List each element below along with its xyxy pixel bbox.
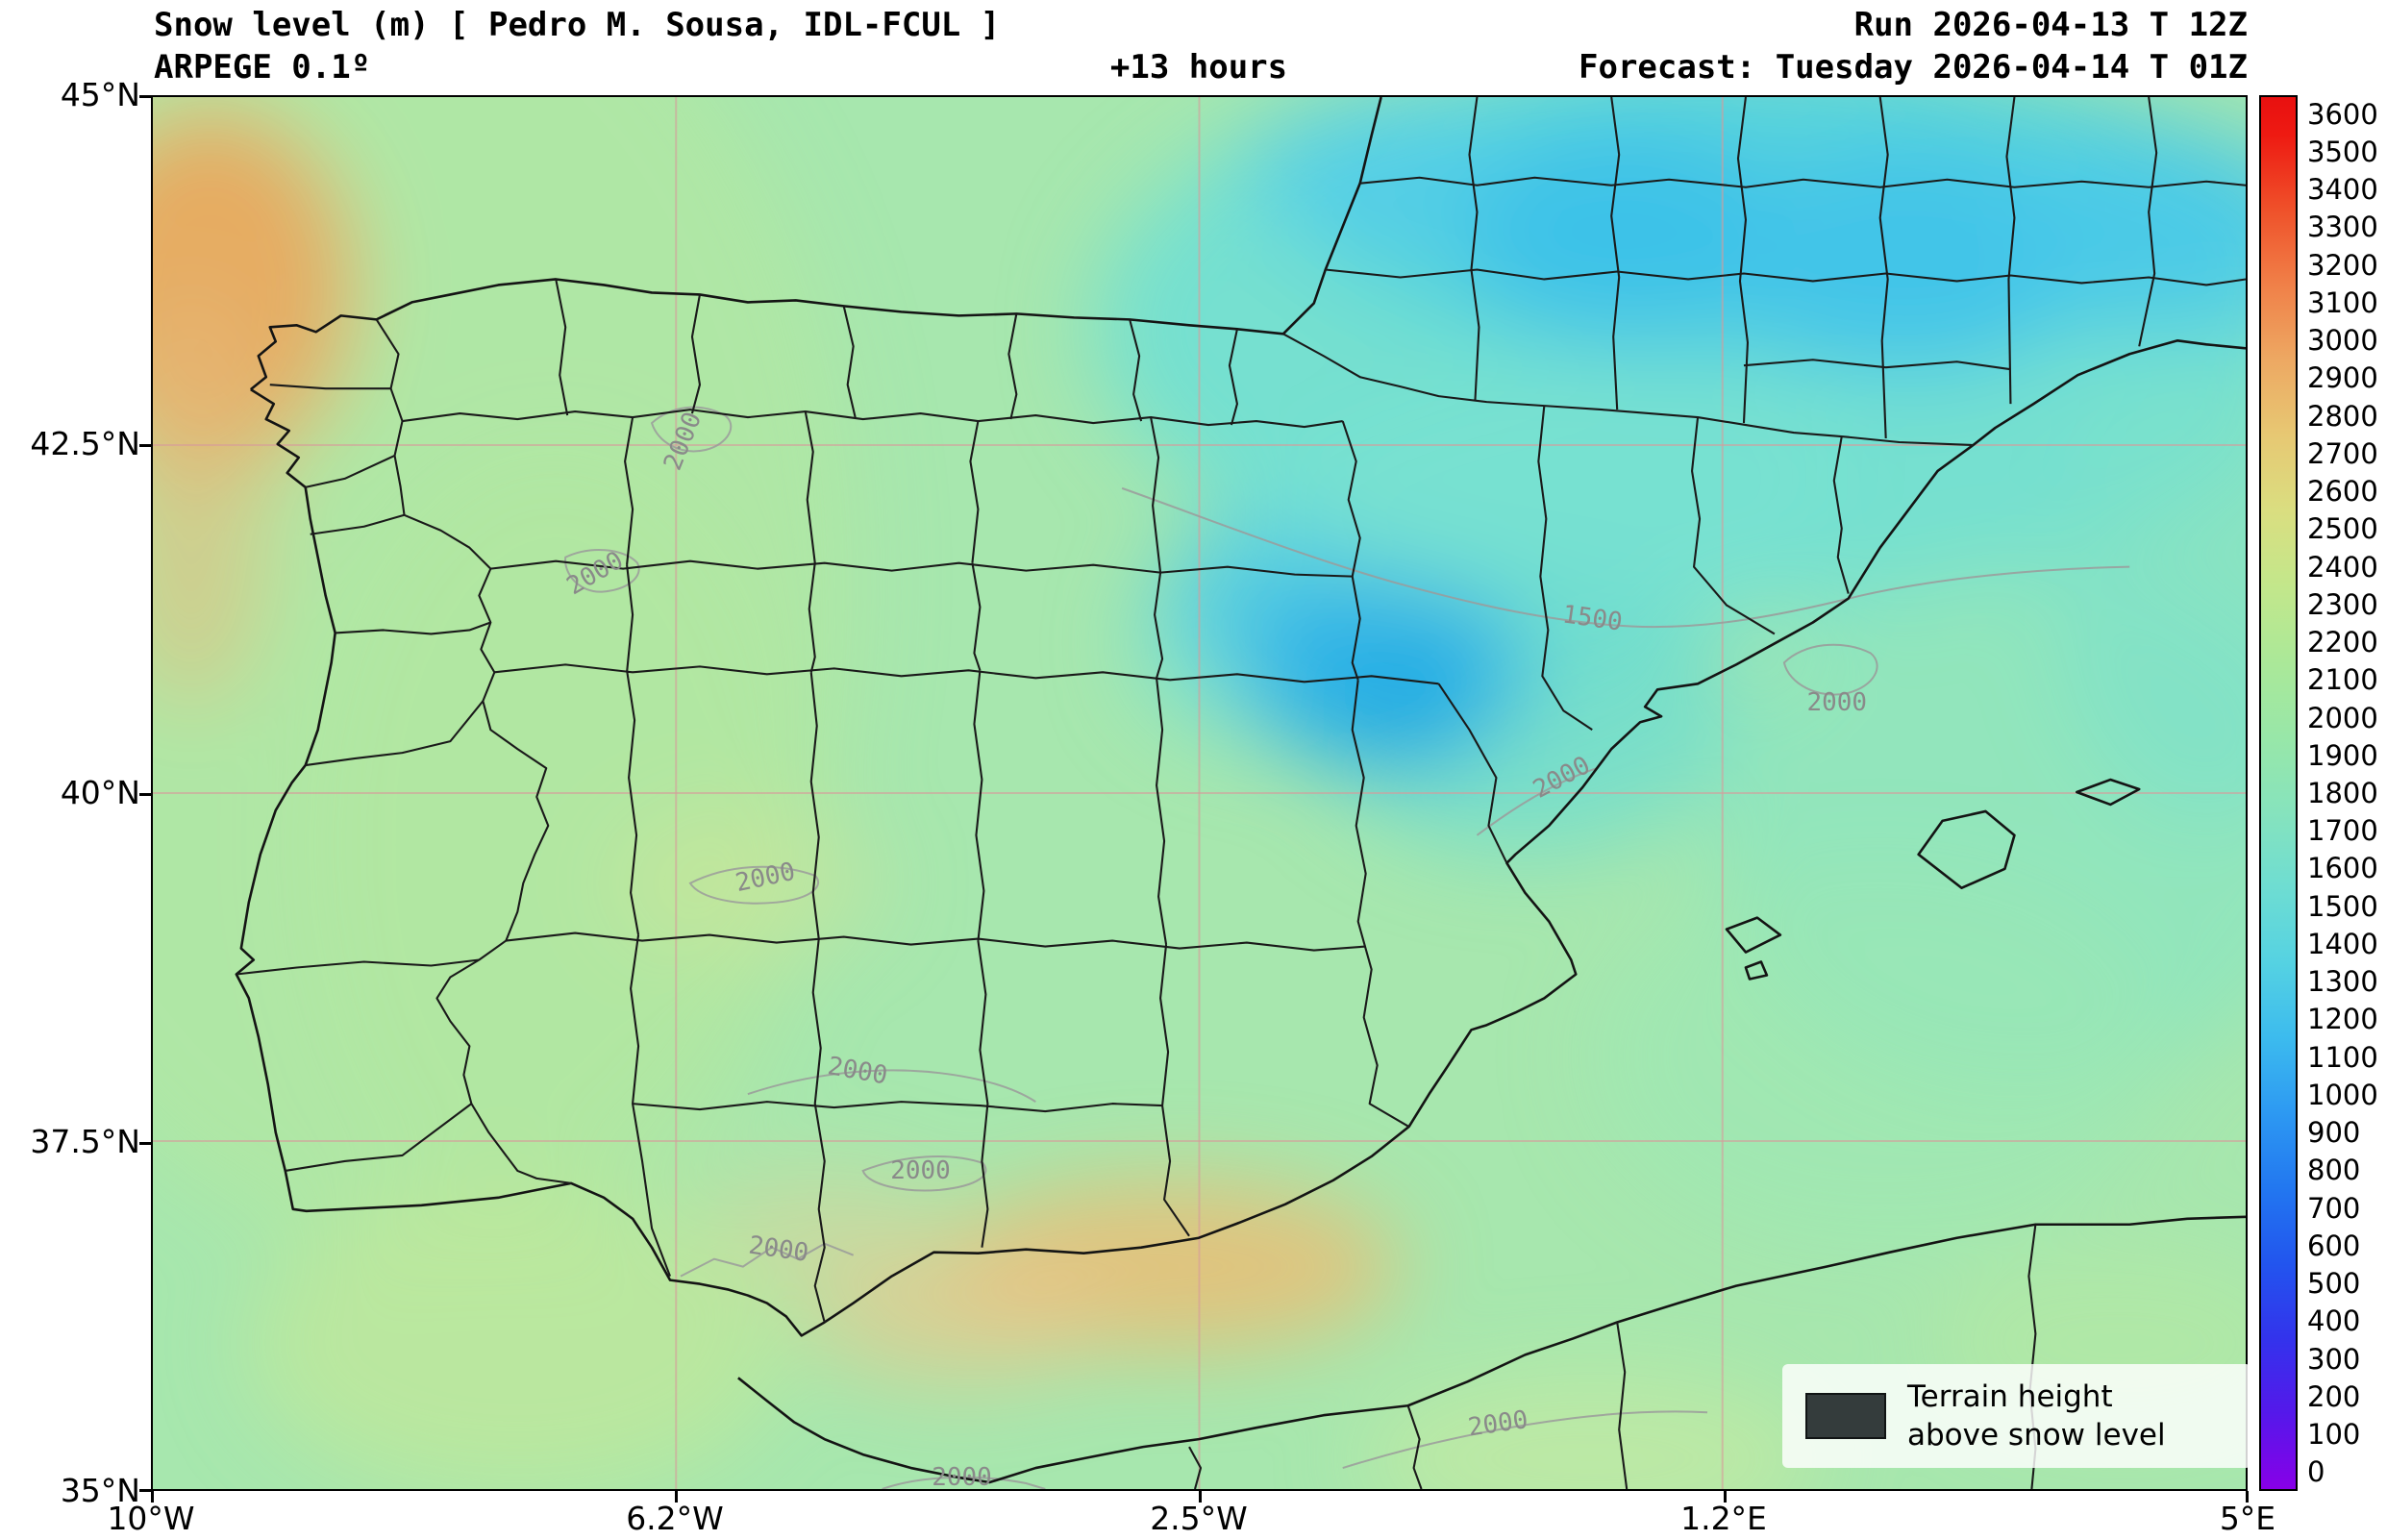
run-label: Run 2026-04-13 T 12Z (1853, 6, 2248, 44)
colorbar-tick-label: 2400 (2307, 550, 2378, 584)
y-tick-label: 35°N (60, 1472, 140, 1509)
colorbar-tick-label: 1900 (2307, 738, 2378, 772)
coastline (235, 97, 2246, 1484)
y-tick-label: 37.5°N (30, 1123, 140, 1160)
map-plot: 2000 2000 1500 2000 2000 2000 2000 2000 … (151, 95, 2251, 1491)
colorbar-tick-label: 300 (2307, 1342, 2361, 1376)
colorbar-tick-label: 3500 (2307, 135, 2378, 168)
x-tick-label: 5°E (2219, 1500, 2276, 1537)
colorbar-tick-label: 1300 (2307, 965, 2378, 999)
model-label: ARPEGE 0.1º (154, 48, 371, 87)
snow-level-map: 2000 2000 1500 2000 2000 2000 2000 2000 … (153, 97, 2246, 1489)
x-tick-label: 2.5°W (1150, 1500, 1248, 1537)
colorbar-tick-label: 2600 (2307, 475, 2378, 509)
colorbar-tick-label: 1600 (2307, 852, 2378, 885)
colorbar-tick-label: 500 (2307, 1267, 2361, 1301)
x-tick-mark (151, 1491, 154, 1503)
y-tick-label: 42.5°N (30, 425, 140, 462)
colorbar-tick-label: 1700 (2307, 814, 2378, 848)
x-tick-mark (675, 1491, 678, 1503)
colorbar-tick-label: 1500 (2307, 889, 2378, 923)
x-tick-mark (1724, 1491, 1727, 1503)
colorbar-tick-label: 3000 (2307, 324, 2378, 358)
colorbar-tick-label: 1800 (2307, 777, 2378, 809)
colorbar-tick-label: 2700 (2307, 436, 2378, 470)
x-tick-label: 1.2°E (1680, 1500, 1767, 1537)
colorbar-tick-label: 800 (2307, 1154, 2361, 1187)
province-borders (236, 97, 2246, 1489)
legend: Terrain height above snow level (1782, 1364, 2251, 1468)
colorbar-tick-label: 2500 (2307, 512, 2378, 546)
contour-label: 2000 (1807, 688, 1867, 717)
colorbar-tick-label: 1000 (2307, 1078, 2378, 1111)
colorbar-tick-label: 3400 (2307, 173, 2378, 207)
y-tick-mark (139, 1142, 151, 1145)
colorbar-tick-label: 1100 (2307, 1040, 2378, 1074)
colorbar-tick-label: 400 (2307, 1304, 2361, 1338)
x-tick-mark (2246, 1491, 2249, 1503)
snow-level-field (153, 97, 2246, 1489)
colorbar (2259, 95, 2298, 1491)
y-tick-label: 45°N (60, 76, 140, 113)
x-tick-mark (1199, 1491, 1202, 1503)
x-tick-label: 6.2°W (626, 1500, 724, 1537)
y-tick-mark (139, 95, 151, 98)
colorbar-tick-label: 100 (2307, 1418, 2361, 1452)
colorbar-tick-label: 200 (2307, 1379, 2361, 1413)
colorbar-tick-label: 2800 (2307, 399, 2378, 433)
colorbar-tick-labels: 3600 3500 3400 3300 3200 3100 3000 2900 2800 2700… (2307, 95, 2387, 1491)
colorbar-tick-label: 1200 (2307, 1003, 2378, 1036)
legend-line1: Terrain height (1907, 1379, 2113, 1414)
y-tick-mark (139, 444, 151, 447)
x-tick-label: 10°W (107, 1500, 195, 1537)
page-title: Snow level (m) [ Pedro M. Sousa, IDL-FCU… (154, 6, 1001, 44)
y-tick-mark (139, 1489, 151, 1492)
colorbar-tick-label: 2900 (2307, 361, 2378, 395)
graticule-gridlines (153, 97, 2246, 1489)
colorbar-tick-label: 1400 (2307, 927, 2378, 960)
y-tick-label: 40°N (60, 774, 140, 811)
terrain-swatch-icon (1805, 1393, 1886, 1439)
colorbar-tick-label: 3100 (2307, 286, 2378, 319)
colorbar-tick-label: 2000 (2307, 701, 2378, 734)
forecast-label: Forecast: Tuesday 2026-04-14 T 01Z (1579, 48, 2248, 87)
legend-line2: above snow level (1907, 1418, 2166, 1453)
colorbar-tick-label: 900 (2307, 1116, 2361, 1150)
lead-time-label: +13 hours (1109, 48, 1288, 87)
y-tick-mark (139, 793, 151, 796)
colorbar-tick-label: 2300 (2307, 587, 2378, 621)
colorbar-tick-label: 600 (2307, 1229, 2361, 1262)
colorbar-tick-label: 2200 (2307, 626, 2378, 659)
colorbar-tick-label: 3600 (2307, 97, 2378, 131)
colorbar-tick-label: 2100 (2307, 663, 2378, 697)
contour-label: 2000 (890, 1156, 950, 1185)
colorbar-tick-label: 0 (2307, 1455, 2325, 1489)
colorbar-tick-label: 3200 (2307, 248, 2378, 282)
colorbar-tick-label: 3300 (2307, 211, 2378, 244)
contour-label: 2000 (932, 1463, 991, 1489)
colorbar-tick-label: 700 (2307, 1191, 2361, 1225)
